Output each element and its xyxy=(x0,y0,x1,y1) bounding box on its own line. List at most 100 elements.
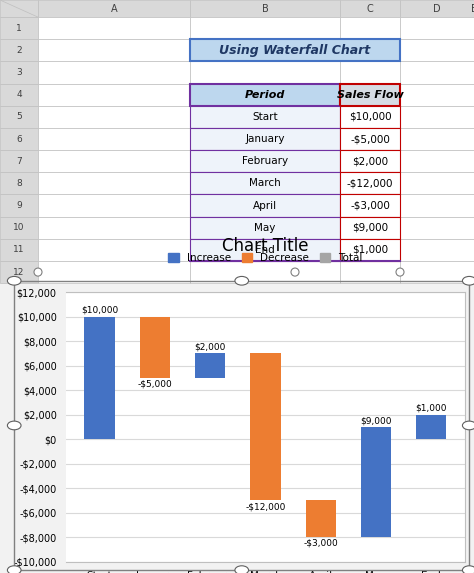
Bar xyxy=(190,84,340,106)
Circle shape xyxy=(34,268,42,276)
Bar xyxy=(340,172,400,194)
Bar xyxy=(38,40,190,61)
Text: -$3,000: -$3,000 xyxy=(303,539,338,548)
Text: -$5,000: -$5,000 xyxy=(350,134,390,144)
Bar xyxy=(400,84,474,106)
Circle shape xyxy=(235,276,248,285)
Text: 6: 6 xyxy=(16,135,22,144)
Bar xyxy=(0,150,38,172)
Bar xyxy=(190,194,340,217)
Bar xyxy=(38,239,190,261)
Bar xyxy=(340,84,400,106)
Circle shape xyxy=(8,276,21,285)
Bar xyxy=(38,194,190,217)
Text: Sales Flow: Sales Flow xyxy=(337,90,403,100)
Bar xyxy=(190,150,340,172)
Bar xyxy=(340,61,400,84)
Text: 4: 4 xyxy=(16,90,22,99)
Text: C: C xyxy=(366,3,374,14)
Bar xyxy=(190,40,340,61)
Bar xyxy=(0,194,38,217)
Bar xyxy=(190,217,340,239)
Circle shape xyxy=(396,268,404,276)
Bar xyxy=(38,84,190,106)
Text: January: January xyxy=(245,134,285,144)
Text: -$12,000: -$12,000 xyxy=(347,178,393,189)
Bar xyxy=(190,106,340,128)
Text: $9,000: $9,000 xyxy=(360,416,392,425)
Bar xyxy=(0,128,38,150)
Text: 11: 11 xyxy=(13,245,25,254)
Bar xyxy=(190,261,340,283)
Circle shape xyxy=(291,268,299,276)
Text: Period: Period xyxy=(245,90,285,100)
Bar xyxy=(340,239,400,261)
Bar xyxy=(340,194,400,217)
Bar xyxy=(38,61,190,84)
Circle shape xyxy=(463,421,474,430)
Text: -$5,000: -$5,000 xyxy=(137,380,172,388)
Bar xyxy=(250,354,281,500)
Text: $2,000: $2,000 xyxy=(352,156,388,166)
Text: -$12,000: -$12,000 xyxy=(245,502,286,511)
Bar xyxy=(400,40,474,61)
Bar xyxy=(340,217,400,239)
Title: Chart Title: Chart Title xyxy=(222,237,309,254)
Bar xyxy=(340,17,400,40)
Bar xyxy=(0,61,38,84)
Bar xyxy=(190,239,340,261)
Text: 5: 5 xyxy=(16,112,22,121)
Circle shape xyxy=(8,421,21,430)
Text: $1,000: $1,000 xyxy=(352,245,388,255)
Bar xyxy=(0,84,38,106)
Circle shape xyxy=(8,566,21,573)
Bar xyxy=(190,17,340,40)
Text: 10: 10 xyxy=(13,223,25,232)
Text: May: May xyxy=(255,223,276,233)
Text: End: End xyxy=(255,245,275,255)
Text: $2,000: $2,000 xyxy=(194,343,226,352)
Bar xyxy=(0,217,38,239)
Bar xyxy=(38,17,190,40)
Bar xyxy=(190,128,340,150)
Bar xyxy=(190,61,340,84)
Text: D: D xyxy=(433,3,441,14)
Bar xyxy=(38,106,190,128)
Circle shape xyxy=(463,276,474,285)
Text: 8: 8 xyxy=(16,179,22,188)
Legend: Increase, Decrease, Total: Increase, Decrease, Total xyxy=(164,249,367,268)
Bar xyxy=(340,0,400,17)
Text: 9: 9 xyxy=(16,201,22,210)
Text: A: A xyxy=(111,3,117,14)
Bar xyxy=(190,84,340,106)
Bar xyxy=(190,150,340,172)
Text: $10,000: $10,000 xyxy=(349,112,392,122)
Bar xyxy=(340,84,400,106)
Bar xyxy=(190,0,340,17)
Text: March: March xyxy=(249,178,281,189)
Bar xyxy=(340,150,400,172)
Text: Using Waterfall Chart: Using Waterfall Chart xyxy=(219,44,371,57)
Bar xyxy=(0,239,38,261)
Bar xyxy=(400,217,474,239)
Bar xyxy=(340,261,400,283)
Bar xyxy=(38,0,190,17)
Bar xyxy=(340,239,400,261)
Bar xyxy=(38,261,190,283)
Bar xyxy=(84,317,115,439)
Bar xyxy=(400,106,474,128)
Bar xyxy=(0,40,38,61)
Text: April: April xyxy=(253,201,277,210)
Text: B: B xyxy=(262,3,268,14)
Text: $1,000: $1,000 xyxy=(416,404,447,413)
Bar xyxy=(416,415,447,439)
Bar xyxy=(340,150,400,172)
Bar xyxy=(0,261,38,283)
Bar xyxy=(0,106,38,128)
Bar xyxy=(340,128,400,150)
Bar xyxy=(38,128,190,150)
Bar xyxy=(38,217,190,239)
Bar xyxy=(195,354,225,378)
Text: E: E xyxy=(471,3,474,14)
Bar xyxy=(400,0,474,17)
